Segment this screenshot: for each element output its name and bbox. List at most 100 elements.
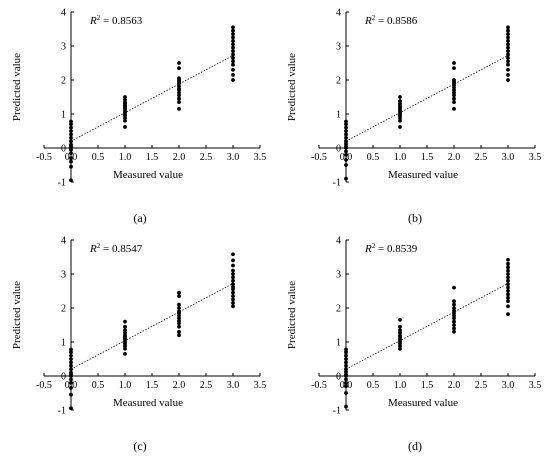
data-point bbox=[506, 42, 510, 47]
x-axis-title: Measured value bbox=[388, 397, 458, 409]
data-point bbox=[231, 62, 235, 67]
data-point bbox=[231, 275, 235, 280]
data-point bbox=[344, 357, 348, 361]
data-point bbox=[231, 39, 235, 43]
data-point bbox=[177, 96, 181, 101]
data-point bbox=[123, 346, 127, 351]
data-point bbox=[69, 139, 73, 144]
data-point bbox=[398, 99, 402, 103]
fit-line bbox=[345, 55, 509, 142]
fit-line bbox=[345, 283, 509, 370]
data-point bbox=[344, 384, 348, 389]
data-point bbox=[123, 97, 127, 102]
y-tick-label: 3 bbox=[336, 270, 341, 281]
data-point bbox=[123, 118, 127, 123]
data-point bbox=[452, 306, 456, 310]
data-point bbox=[231, 28, 235, 33]
data-point bbox=[452, 66, 456, 70]
data-point bbox=[231, 290, 235, 295]
data-point bbox=[231, 304, 235, 309]
y-tick-label: 0 bbox=[61, 372, 66, 383]
data-point bbox=[506, 32, 510, 36]
y-axis-title: Predicted value bbox=[11, 281, 23, 349]
data-point bbox=[177, 76, 181, 81]
data-point bbox=[506, 45, 510, 50]
data-point bbox=[177, 91, 181, 95]
r2-symbol: R bbox=[364, 243, 372, 255]
r2-annotation: R2 = 0.8563 bbox=[89, 14, 143, 27]
x-axis-title: Measured value bbox=[388, 169, 458, 181]
data-point bbox=[231, 42, 235, 47]
x-tick-label: 2.0 bbox=[173, 380, 186, 391]
data-point bbox=[177, 333, 181, 338]
x-tick-label: 2.5 bbox=[475, 380, 488, 391]
x-tick-label: 1.0 bbox=[119, 152, 132, 163]
data-point bbox=[231, 294, 235, 298]
data-point bbox=[231, 263, 235, 268]
y-tick-label: 4 bbox=[336, 8, 341, 19]
data-point bbox=[69, 360, 73, 365]
data-point bbox=[231, 25, 235, 30]
data-point bbox=[506, 261, 510, 266]
data-point bbox=[506, 285, 510, 290]
data-point bbox=[344, 350, 348, 355]
data-point bbox=[69, 125, 73, 130]
data-point bbox=[506, 292, 510, 297]
x-tick-label: 3.0 bbox=[502, 380, 515, 391]
y-tick-label: 1 bbox=[336, 110, 341, 121]
y-tick-label: 2 bbox=[336, 304, 341, 315]
y-tick-label: 4 bbox=[61, 236, 66, 247]
x-tick-label: 1.5 bbox=[421, 152, 434, 163]
data-point bbox=[452, 78, 456, 82]
data-point bbox=[123, 95, 127, 99]
x-tick-label: 1.5 bbox=[421, 380, 434, 391]
y-tick-label: -1 bbox=[333, 406, 341, 417]
x-tick-label: 3.5 bbox=[254, 380, 267, 391]
data-point bbox=[231, 52, 235, 57]
data-point bbox=[177, 66, 181, 70]
data-point bbox=[344, 347, 348, 352]
data-point bbox=[452, 285, 456, 290]
data-point bbox=[231, 252, 235, 257]
data-point bbox=[69, 119, 73, 124]
data-point bbox=[452, 323, 456, 327]
x-tick-label: -0.5 bbox=[311, 380, 327, 391]
data-point bbox=[344, 163, 348, 167]
data-point bbox=[69, 156, 73, 161]
y-tick-label: -1 bbox=[58, 406, 66, 417]
data-point bbox=[177, 309, 181, 314]
data-point bbox=[69, 347, 73, 352]
data-point bbox=[506, 289, 510, 293]
data-point bbox=[344, 363, 348, 368]
data-point bbox=[506, 278, 510, 283]
data-point bbox=[231, 285, 235, 289]
data-point bbox=[452, 96, 456, 101]
x-tick-label: 0.0 bbox=[340, 152, 353, 163]
data-point bbox=[231, 278, 235, 283]
data-point bbox=[452, 316, 456, 321]
data-point bbox=[344, 122, 348, 127]
data-point bbox=[177, 107, 181, 111]
r2-annotation: R2 = 0.8547 bbox=[89, 242, 143, 255]
data-point bbox=[506, 275, 510, 280]
data-point bbox=[231, 45, 235, 50]
data-point bbox=[506, 67, 510, 72]
data-point bbox=[231, 268, 235, 273]
data-point bbox=[398, 101, 402, 106]
data-point bbox=[177, 316, 181, 321]
data-point bbox=[452, 61, 456, 65]
data-point bbox=[398, 333, 402, 338]
data-point bbox=[177, 302, 181, 307]
data-point bbox=[177, 319, 181, 323]
data-point bbox=[344, 135, 348, 140]
data-point bbox=[69, 142, 73, 147]
data-point bbox=[344, 142, 348, 146]
data-point bbox=[231, 73, 235, 77]
data-point bbox=[344, 139, 348, 144]
data-point bbox=[177, 61, 181, 65]
y-tick-label: 3 bbox=[61, 42, 66, 53]
